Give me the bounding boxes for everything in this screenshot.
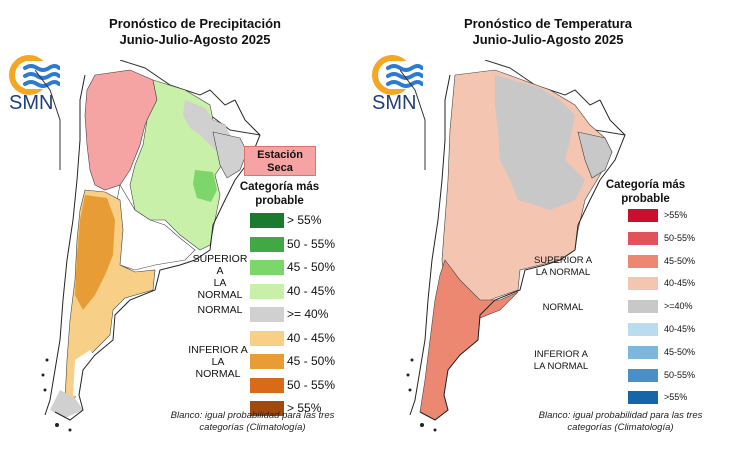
temp-legend-swatch [628, 300, 658, 314]
smn-logo: SMN [5, 55, 61, 115]
smn-logo-icon [9, 55, 61, 95]
temp-legend-label: 45-50% [664, 346, 696, 357]
temp-legend-swatch [628, 368, 658, 382]
temp-legend-swatch [628, 345, 658, 359]
temp-inferior-line2: LA NORMAL [533, 361, 589, 372]
temp-legend-title-line1: Categoría más [605, 179, 686, 191]
temp-legend-label: 45-50% [664, 255, 696, 266]
temp-legend-label: 40-45% [664, 278, 696, 289]
smn-logo-icon [372, 55, 424, 95]
temp-coastline [409, 74, 626, 421]
precip-legend-title-line2: probable [255, 195, 304, 207]
precip-region-inf-45-50 [75, 195, 115, 310]
precip-legend-label: > 55% [287, 213, 322, 227]
precip-neighbor-outlines [35, 60, 261, 170]
temperature-forecast-panel: Pronóstico de Temperatura Junio-Julio-Ag… [368, 0, 735, 473]
precip-inferior-label: INFERIOR A LA NORMAL [188, 344, 248, 380]
precip-region-climatology-south [73, 350, 97, 398]
temp-superior-line1: SUPERIOR A [533, 255, 593, 266]
precip-map [35, 60, 261, 432]
temp-legend-label: 40-45% [664, 324, 696, 334]
precipitation-forecast-panel: Pronóstico de Precipitación Junio-Julio-… [5, 16, 365, 434]
temp-island-fragments [406, 358, 437, 432]
precip-legend-swatch [250, 260, 284, 275]
precip-legend-swatch [250, 354, 284, 369]
smn-logo-text: SMN [9, 92, 54, 114]
precip-legend-swatch [250, 377, 284, 393]
precip-title-line2: Junio-Julio-Agosto 2025 [119, 32, 271, 47]
precip-island-fragments [41, 358, 72, 432]
temp-title-line2: Junio-Julio-Agosto 2025 [472, 32, 624, 47]
temp-note-line1: Blanco: igual probabilidad para las tres [538, 410, 703, 421]
temp-legend-swatch [628, 391, 658, 405]
precip-legend-swatch [250, 213, 284, 228]
precip-legend-label: 45 - 50% [287, 260, 336, 274]
temp-superior-line2: LA NORMAL [535, 267, 591, 278]
precip-title-line1: Pronóstico de Precipitación [109, 16, 281, 31]
temp-legend-swatch [628, 209, 658, 222]
smn-logo: SMN [368, 55, 424, 115]
precip-inferior-line2: LA NORMAL [195, 356, 241, 380]
precip-legend-swatch [250, 401, 284, 416]
precip-legend-title-line1: Categoría más [239, 181, 320, 193]
precip-title: Pronóstico de Precipitación Junio-Julio-… [70, 16, 320, 48]
temp-note: Blanco: igual probabilidad para las tres… [508, 410, 733, 434]
temp-inferior-line1: INFERIOR A [534, 349, 588, 360]
precip-inferior-line1: INFERIOR A [188, 344, 248, 356]
temp-legend-label: 50-55% [664, 232, 696, 243]
precip-note-line1: Blanco: igual probabilidad para las tres [170, 410, 335, 421]
precip-legend-label: 40 - 45% [287, 283, 336, 298]
precip-region-sup-45-50 [193, 170, 217, 202]
precip-legend-title: Categoría más probable [232, 180, 327, 208]
precip-normal-label: NORMAL [197, 304, 243, 316]
temp-legend-label: 50-55% [664, 369, 696, 380]
temp-title-line1: Pronóstico de Temperatura [463, 16, 633, 31]
temp-region-normal-mesop [577, 131, 613, 179]
precip-legend-swatch [250, 307, 284, 322]
temp-legend-swatch [628, 254, 658, 268]
precip-legend-swatch [250, 283, 284, 299]
precip-legend-label: >= 40% [287, 307, 329, 321]
temp-inferior-label: INFERIOR A LA NORMAL [526, 349, 596, 373]
temp-region-normal [495, 75, 585, 210]
temp-legend-swatch [628, 277, 658, 291]
temp-superior-label: SUPERIOR A LA NORMAL [528, 255, 598, 279]
temp-normal-label: NORMAL [542, 302, 584, 313]
precip-region-normal-mesop [212, 131, 248, 179]
precip-legend-label: 40 - 45% [287, 330, 336, 345]
precip-legend-label: 45 - 50% [287, 354, 336, 368]
precip-note: Blanco: igual probabilidad para las tres… [140, 410, 365, 434]
dry-season-box: Estación Seca [244, 146, 316, 176]
precip-legend-swatch [250, 330, 284, 346]
precip-superior-label: SUPERIOR A LA NORMAL [190, 253, 250, 301]
precip-note-line2: categorías (Climatología) [199, 422, 306, 433]
precip-legend-label: 50 - 55% [287, 377, 336, 392]
temp-title: Pronóstico de Temperatura Junio-Julio-Ag… [423, 16, 673, 48]
precip-legend-swatch [250, 236, 284, 252]
dry-season-label-line1: Estación [257, 149, 303, 161]
precip-superior-line1: SUPERIOR A [192, 253, 248, 277]
precip-superior-line2: LA NORMAL [197, 277, 243, 301]
temp-map [400, 60, 626, 432]
temp-legend-title-line2: probable [621, 193, 670, 205]
temp-legend-label: >55% [664, 210, 688, 220]
temp-note-line2: categorías (Climatología) [567, 422, 674, 433]
smn-logo-text: SMN [372, 92, 417, 114]
temp-legend-label: >=40% [664, 301, 693, 312]
temp-legend-title: Categoría más probable [598, 178, 693, 206]
temp-legend-swatch [628, 323, 658, 336]
precip-legend-label: > 55% [287, 401, 322, 415]
temp-legend-label: >55% [664, 392, 688, 403]
temp-legend-swatch [628, 231, 658, 245]
precip-legend-label: 50 - 55% [287, 236, 336, 251]
precip-region-normal-south [50, 390, 83, 418]
dry-season-label-line2: Seca [267, 162, 293, 174]
